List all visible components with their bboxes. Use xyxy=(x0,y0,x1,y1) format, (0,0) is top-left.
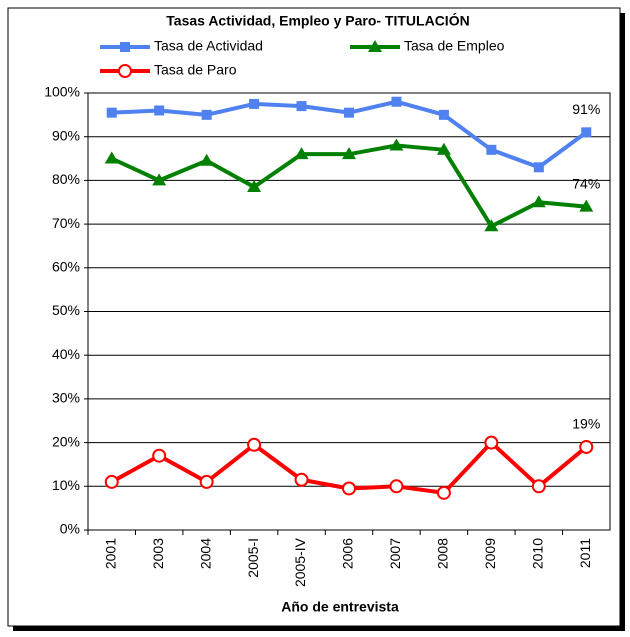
marker xyxy=(484,435,499,450)
marker xyxy=(152,448,167,463)
marker xyxy=(152,173,167,186)
marker xyxy=(294,472,309,487)
y-tick-label: 70% xyxy=(52,215,80,231)
marker xyxy=(201,109,212,120)
marker xyxy=(436,142,451,155)
marker xyxy=(118,64,132,78)
legend-label: Tasa de Empleo xyxy=(404,38,505,54)
marker xyxy=(484,219,499,232)
marker xyxy=(247,437,262,452)
marker xyxy=(438,109,449,120)
y-tick-label: 10% xyxy=(52,477,80,493)
marker xyxy=(342,481,356,496)
marker xyxy=(199,153,214,166)
marker xyxy=(531,479,546,494)
marker xyxy=(581,127,592,138)
x-tick-label: 2011 xyxy=(577,538,593,568)
x-tick-label: 2010 xyxy=(530,538,546,569)
marker xyxy=(106,107,117,118)
x-tick-label: 2008 xyxy=(435,538,451,569)
marker xyxy=(104,151,119,164)
marker xyxy=(368,40,382,52)
marker xyxy=(104,474,119,489)
x-tick-label: 2003 xyxy=(150,538,166,569)
marker xyxy=(342,147,356,160)
marker xyxy=(533,162,544,173)
y-tick-label: 30% xyxy=(52,390,80,406)
x-tick-label: 2004 xyxy=(197,538,213,569)
x-tick-label: 2009 xyxy=(482,538,498,569)
marker xyxy=(344,107,354,118)
marker xyxy=(531,195,546,208)
x-tick-label: 2006 xyxy=(340,538,356,569)
marker xyxy=(249,98,260,109)
marker xyxy=(389,479,404,494)
marker xyxy=(391,96,402,107)
y-tick-label: 80% xyxy=(52,171,80,187)
x-tick-label: 2007 xyxy=(387,538,403,569)
legend-label: Tasa de Actividad xyxy=(154,38,263,54)
y-tick-label: 0% xyxy=(60,521,80,537)
data-label: 91% xyxy=(572,101,600,117)
marker xyxy=(154,105,165,116)
data-label: 74% xyxy=(572,175,600,191)
marker xyxy=(120,42,130,52)
marker xyxy=(579,199,594,212)
marker xyxy=(294,147,309,160)
marker xyxy=(389,138,404,151)
y-tick-label: 20% xyxy=(52,433,80,449)
marker xyxy=(436,485,451,500)
marker xyxy=(579,439,594,454)
legend-label: Tasa de Paro xyxy=(154,62,237,78)
marker xyxy=(247,179,262,192)
y-tick-label: 60% xyxy=(52,259,80,275)
x-axis-title: Año de entrevista xyxy=(281,599,399,615)
y-tick-label: 100% xyxy=(44,84,80,100)
y-tick-label: 50% xyxy=(52,302,80,318)
marker xyxy=(486,144,497,155)
y-tick-label: 90% xyxy=(52,127,80,143)
x-tick-label: 2005-I xyxy=(245,538,261,578)
y-tick-label: 40% xyxy=(52,346,80,362)
chart-title: Tasas Actividad, Empleo y Paro- TITULACI… xyxy=(166,12,469,29)
x-tick-label: 2005-IV xyxy=(292,537,308,587)
marker xyxy=(199,474,214,489)
data-label: 19% xyxy=(572,416,600,432)
marker xyxy=(296,101,307,112)
x-tick-label: 2001 xyxy=(102,538,118,569)
